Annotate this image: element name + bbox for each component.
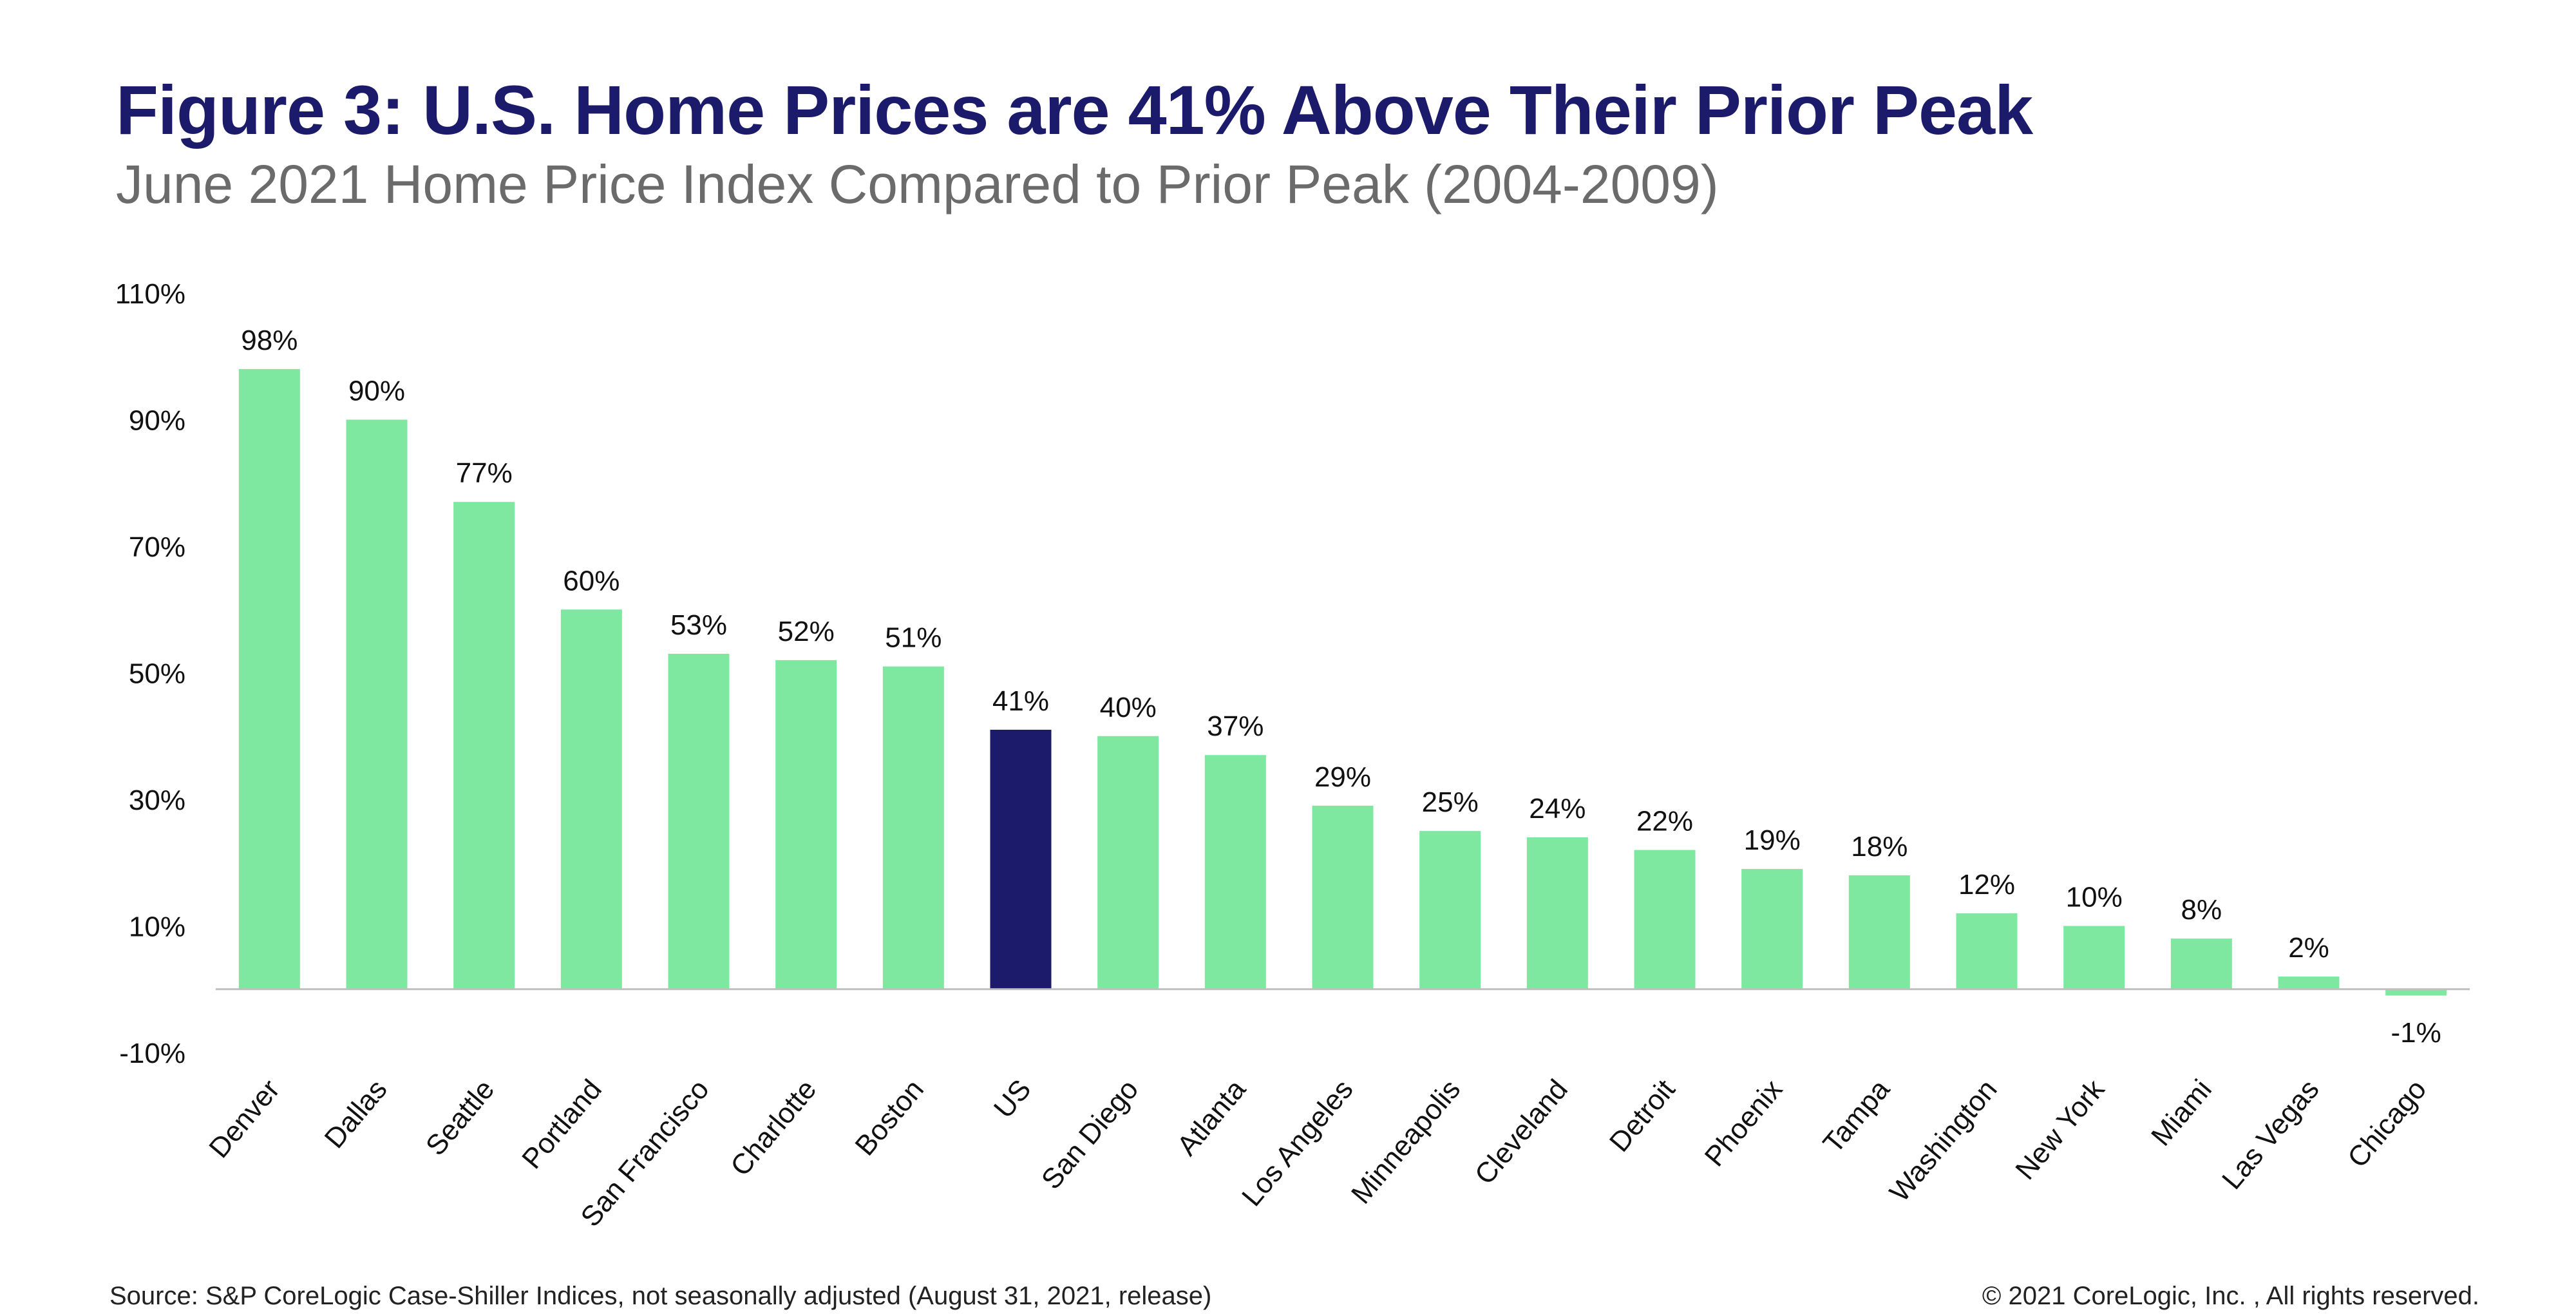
value-label-cleveland: 24%	[1529, 793, 1586, 824]
y-axis: -10% 10% 30% 50% 70% 90% 110%	[115, 278, 185, 1069]
value-label-atlanta: 37%	[1207, 710, 1264, 742]
x-label-atlanta: Atlanta	[1171, 1074, 1252, 1162]
bar-san-francisco	[668, 654, 730, 989]
x-label-los-angeles: Los Angeles	[1236, 1074, 1359, 1212]
bar-san-diego	[1097, 736, 1159, 989]
bar-seattle	[453, 502, 515, 989]
x-label-us: US	[988, 1074, 1037, 1124]
value-label-denver: 98%	[241, 325, 298, 356]
bar-cleveland	[1526, 837, 1588, 989]
x-label-detroit: Detroit	[1604, 1074, 1681, 1158]
x-label-tampa: Tampa	[1817, 1074, 1897, 1159]
x-label-dallas: Dallas	[319, 1074, 393, 1154]
x-label-washington: Washington	[1884, 1074, 2003, 1208]
value-label-miami: 8%	[2181, 894, 2222, 926]
bar-detroit	[1634, 850, 1696, 989]
value-label-san-francisco: 53%	[670, 609, 727, 641]
x-label-charlotte: Charlotte	[724, 1074, 822, 1182]
copyright-note: © 2021 CoreLogic, Inc. , All rights rese…	[1982, 1282, 2479, 1310]
bar-charlotte	[775, 660, 837, 989]
value-label-us: 41%	[992, 685, 1049, 717]
bar-minneapolis	[1419, 831, 1481, 989]
bar-las-vegas	[2278, 976, 2340, 989]
value-label-new-york: 10%	[2066, 882, 2123, 913]
bar-chicago	[2385, 989, 2447, 996]
y-tick-label: -10%	[119, 1038, 185, 1069]
x-label-denver: Denver	[203, 1074, 286, 1164]
value-label-boston: 51%	[885, 622, 942, 654]
bar-new-york	[2063, 926, 2125, 989]
x-label-boston: Boston	[849, 1074, 930, 1161]
y-tick-label: 90%	[129, 405, 185, 437]
value-label-phoenix: 19%	[1744, 824, 1801, 856]
x-label-minneapolis: Minneapolis	[1345, 1074, 1466, 1210]
value-label-dallas: 90%	[348, 376, 405, 407]
y-tick-label: 10%	[129, 911, 185, 943]
bar-los-angeles	[1312, 805, 1374, 989]
value-label-los-angeles: 29%	[1314, 761, 1371, 793]
x-label-san-diego: San Diego	[1036, 1074, 1145, 1195]
x-label-chicago: Chicago	[2342, 1074, 2432, 1174]
bar-tampa	[1848, 875, 1910, 989]
x-label-las-vegas: Las Vegas	[2216, 1074, 2325, 1195]
x-label-cleveland: Cleveland	[1469, 1074, 1574, 1190]
x-label-seattle: Seattle	[420, 1074, 501, 1161]
x-label-phoenix: Phoenix	[1699, 1074, 1789, 1172]
bar-dallas	[346, 419, 408, 989]
value-label-seattle: 77%	[456, 457, 513, 489]
bar-boston	[882, 666, 944, 989]
x-label-new-york: New York	[2009, 1073, 2111, 1186]
value-label-portland: 60%	[563, 565, 620, 596]
y-tick-label: 30%	[129, 785, 185, 816]
bar-portland	[560, 609, 622, 989]
y-tick-label: 110%	[115, 278, 185, 310]
bars	[238, 368, 2447, 996]
source-note: Source: S&P CoreLogic Case-Shiller Indic…	[109, 1282, 1212, 1310]
y-tick-label: 50%	[129, 658, 185, 690]
bar-miami	[2170, 938, 2232, 989]
chart-title: Figure 3: U.S. Home Prices are 41% Above…	[116, 71, 2033, 149]
chart-subtitle: June 2021 Home Price Index Compared to P…	[116, 154, 1719, 214]
value-label-las-vegas: 2%	[2288, 932, 2329, 964]
bar-washington	[1956, 913, 2018, 989]
value-label-chicago: -1%	[2391, 1017, 2441, 1049]
value-label-tampa: 18%	[1851, 831, 1908, 862]
bar-atlanta	[1204, 755, 1266, 989]
bar-phoenix	[1741, 869, 1803, 989]
value-label-charlotte: 52%	[778, 616, 835, 647]
x-label-miami: Miami	[2145, 1074, 2218, 1152]
bar-us	[990, 729, 1052, 989]
value-label-minneapolis: 25%	[1422, 786, 1479, 818]
value-labels: 98% 90% 77% 60% 53% 52% 51% 41% 40% 37% 29% 25% 24% 2…	[241, 325, 2441, 1049]
value-label-detroit: 22%	[1636, 806, 1693, 837]
value-label-san-diego: 40%	[1100, 692, 1157, 723]
y-tick-label: 70%	[129, 531, 185, 563]
x-label-portland: Portland	[516, 1074, 608, 1175]
value-label-washington: 12%	[1958, 869, 2015, 900]
bar-denver	[238, 368, 300, 989]
